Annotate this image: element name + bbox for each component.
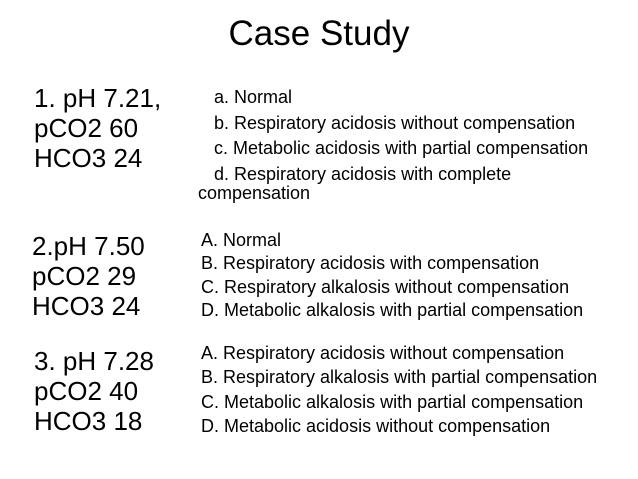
question-1-ph-line: 1. pH 7.21, [34,83,162,113]
question-3-pco2-line: pCO2 40 [34,376,139,406]
question-1-values: 1. pH 7.21, pCO2 60 HCO3 24 [34,83,161,173]
question-1-pco2-line: pCO2 60 [34,113,139,143]
question-3-option-a: A. Respiratory acidosis without compensa… [201,343,565,363]
question-2-option-c: C. Respiratory alkalosis without compens… [201,276,570,297]
slide-title: Case Study [228,14,410,53]
question-3-option-d: D. Metabolic acidosis without compensati… [201,416,551,437]
question-2-pco2-line: pCO2 29 [32,261,137,291]
question-3-option-b: B. Respiratory alkalosis with partial co… [201,367,598,388]
question-1-option-d: d. Respiratory acidosis with complete co… [198,163,512,203]
question-3-options: A. Respiratory acidosis without compensa… [201,344,631,436]
question-3-ph-line: 3. pH 7.28 [34,346,154,376]
question-3-option-c: C. Metabolic alkalosis with partial comp… [201,391,584,412]
question-2-option-b: B. Respiratory acidosis with compensatio… [201,253,540,274]
question-3-values: 3. pH 7.28 pCO2 40 HCO3 18 [34,346,154,436]
question-1-option-a: a. Normal [214,87,293,107]
question-1-options: a. Normal b. Respiratory acidosis withou… [198,88,600,203]
question-1-option-c: c. Metabolic acidosis with partial compe… [214,138,589,158]
question-2-hco3-line: HCO3 24 [32,291,141,321]
question-1-hco3-line: HCO3 24 [34,143,143,173]
question-2-option-d: D. Metabolic alkalosis with partial comp… [201,299,584,320]
question-2-options: A. Normal B. Respiratory acidosis with c… [201,231,631,320]
question-2-values: 2.pH 7.50 pCO2 29 HCO3 24 [32,231,145,321]
question-2-option-a: A. Normal [201,230,282,250]
question-2-ph-line: 2.pH 7.50 [32,231,145,261]
question-1-option-b: b. Respiratory acidosis without compensa… [214,112,576,133]
question-3-hco3-line: HCO3 18 [34,406,143,436]
